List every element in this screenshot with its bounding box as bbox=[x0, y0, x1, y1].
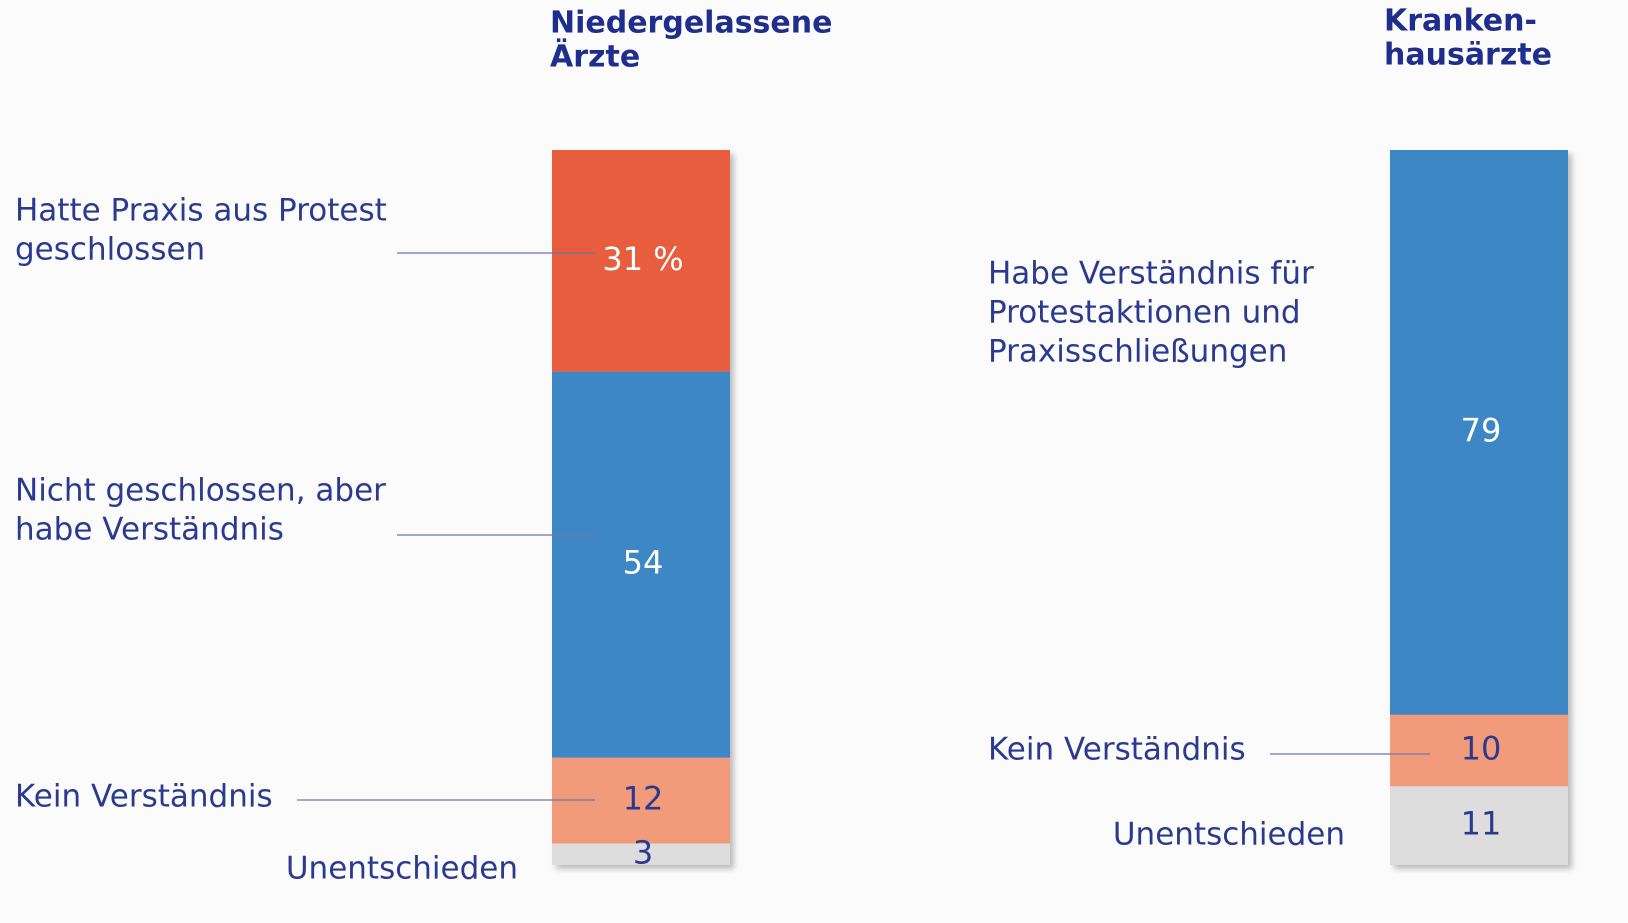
bar-segment bbox=[552, 150, 730, 372]
chart-title: hausärzte bbox=[1384, 38, 1552, 73]
bar-segment bbox=[1390, 714, 1568, 787]
category-label: Protestaktionen und bbox=[988, 295, 1301, 331]
stacked-bar bbox=[1390, 150, 1568, 865]
bar-segment bbox=[1390, 786, 1568, 865]
category-label: Kein Verständnis bbox=[988, 732, 1246, 768]
category-label: Kein Verständnis bbox=[15, 779, 273, 815]
category-label: Habe Verständnis für bbox=[988, 256, 1314, 292]
chart-title: Kranken- bbox=[1384, 4, 1537, 39]
bar-segment bbox=[552, 843, 730, 865]
chart-title: Niedergelassene bbox=[550, 6, 832, 41]
value-label: 11 bbox=[1461, 805, 1502, 843]
value-label: 12 bbox=[623, 780, 664, 818]
value-label: 54 bbox=[623, 544, 664, 582]
bar-segment bbox=[552, 371, 730, 758]
value-label: 79 bbox=[1461, 411, 1502, 449]
category-label: Unentschieden bbox=[1113, 817, 1345, 853]
category-label: geschlossen bbox=[15, 232, 205, 268]
value-label: 10 bbox=[1461, 730, 1502, 768]
value-label: 31 % bbox=[602, 240, 683, 278]
category-label: Hatte Praxis aus Protest bbox=[15, 193, 387, 229]
category-label: habe Verständnis bbox=[15, 512, 284, 548]
chart-title: Ärzte bbox=[550, 39, 640, 75]
stacked-bar bbox=[552, 150, 730, 865]
bar-segment bbox=[1390, 150, 1568, 715]
value-label: 3 bbox=[633, 833, 653, 871]
bar-segment bbox=[552, 757, 730, 844]
category-label: Praxisschließungen bbox=[988, 334, 1287, 370]
category-label: Nicht geschlossen, aber bbox=[15, 473, 386, 509]
category-label: Unentschieden bbox=[286, 851, 518, 887]
